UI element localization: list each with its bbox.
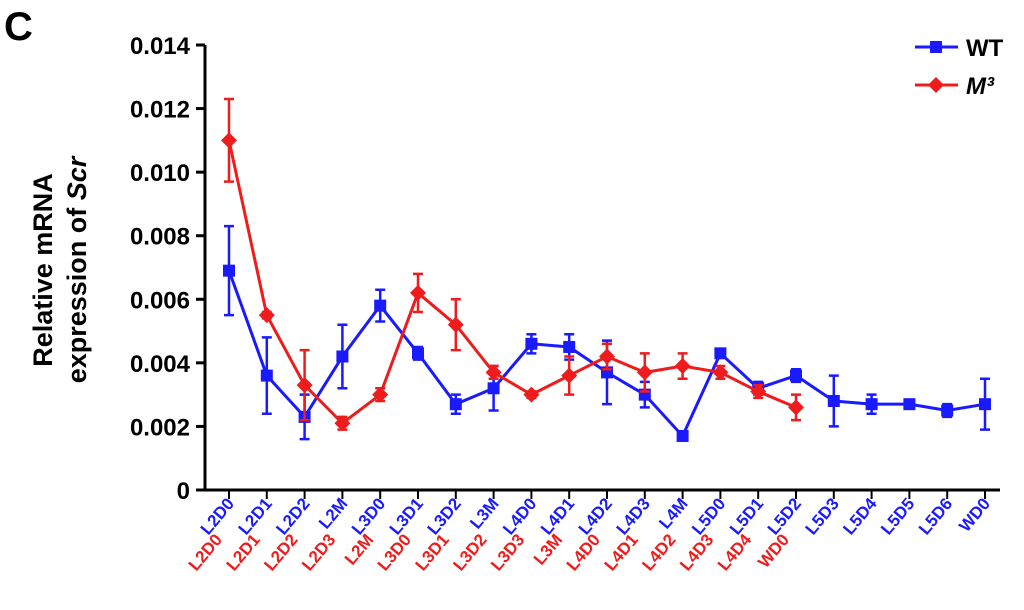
marker: [714, 347, 727, 360]
x-tick-label: L4D0: [563, 530, 604, 574]
x-tick-label: WD0: [955, 494, 994, 535]
x-tick-label: L2M: [315, 494, 351, 532]
marker: [563, 340, 576, 353]
marker: [525, 337, 538, 350]
y-tick-label: 0.006: [130, 287, 190, 314]
marker: [449, 398, 462, 411]
x-tick-label: L3D0: [374, 530, 415, 574]
x-tick-label: L2D1: [235, 494, 276, 538]
y-tick-label: 0.002: [130, 414, 190, 441]
x-tick-label: L2D2: [272, 494, 313, 538]
series-line: [227, 140, 797, 426]
marker: [750, 383, 767, 400]
x-tick-label: L5D4: [839, 494, 881, 538]
x-tick-label: L2D0: [197, 494, 238, 538]
marker: [258, 307, 275, 324]
marker: [979, 398, 991, 411]
marker: [712, 364, 729, 381]
marker: [599, 348, 615, 365]
x-tick-label: L4D1: [601, 530, 642, 574]
legend-label: M³: [966, 73, 995, 100]
x-tick-label: L4M: [655, 494, 691, 532]
x-tick-label: L5D1: [726, 494, 767, 538]
marker: [487, 382, 500, 395]
marker: [674, 358, 691, 375]
legend-marker: [930, 41, 942, 53]
y-axis-label-part: expression of: [62, 200, 92, 383]
x-tick-label: L3D1: [412, 530, 453, 574]
y-axis-label: expression of Scr: [62, 155, 92, 383]
panel-label: C: [4, 5, 33, 49]
marker: [865, 398, 878, 411]
x-tick-label: L4D0: [499, 494, 540, 538]
x-tick-label: L3D0: [348, 494, 389, 538]
marker: [447, 316, 464, 333]
x-tick-label: L3D3: [487, 530, 528, 574]
y-axis-label-part: Scr: [62, 155, 92, 200]
x-tick-label: L5D5: [877, 494, 918, 538]
marker: [941, 404, 954, 417]
x-tick-label: L5D6: [915, 494, 956, 538]
x-tick-label: L4D1: [537, 494, 578, 538]
x-tick-label: L4D3: [613, 494, 654, 538]
marker: [372, 386, 389, 403]
marker: [221, 132, 237, 149]
x-tick-label: L3D2: [424, 494, 465, 538]
y-tick-label: 0: [177, 478, 190, 505]
marker: [410, 284, 426, 301]
y-tick-label: 0.010: [130, 160, 190, 187]
marker: [636, 364, 653, 381]
x-tick-label: WD0: [754, 530, 793, 571]
marker: [676, 429, 689, 442]
marker: [485, 364, 502, 381]
x-tick-label: L3M: [530, 530, 566, 568]
marker: [790, 369, 802, 382]
y-tick-label: 0.004: [130, 351, 191, 378]
marker: [523, 386, 540, 403]
x-tick-label: L4D2: [638, 530, 679, 574]
x-tick-label: L3D1: [386, 494, 427, 538]
marker: [374, 299, 387, 312]
x-tick-label: L2D3: [298, 530, 339, 574]
y-tick-label: 0.012: [130, 97, 190, 124]
x-tick-label: L3D2: [449, 530, 490, 574]
y-tick-label: 0.008: [130, 224, 190, 251]
marker: [903, 398, 916, 411]
marker: [827, 395, 840, 407]
marker: [334, 415, 351, 432]
x-tick-label: L2D2: [260, 530, 301, 574]
x-tick-label: L5D0: [688, 494, 729, 538]
x-tick-label: L5D2: [764, 494, 805, 538]
x-tick-label: L2D0: [185, 530, 226, 574]
marker: [260, 369, 273, 382]
y-tick-label: 0.014: [130, 33, 191, 60]
legend-marker: [928, 77, 944, 93]
x-tick-label: L2D1: [223, 530, 264, 574]
x-tick-label: L2M: [341, 530, 377, 568]
marker: [788, 399, 804, 416]
marker: [412, 347, 424, 360]
x-tick-label: L4D3: [676, 530, 717, 574]
x-tick-label: L5D3: [802, 494, 843, 538]
marker: [223, 264, 235, 277]
x-tick-label: L4D4: [714, 530, 756, 574]
x-tick-label: L3M: [466, 494, 502, 532]
x-tick-label: L4D2: [575, 494, 616, 538]
legend-label: WT: [966, 35, 1004, 62]
marker: [296, 377, 313, 394]
marker: [336, 350, 349, 363]
marker: [561, 367, 578, 384]
y-axis-label: Relative mRNA: [28, 173, 58, 367]
